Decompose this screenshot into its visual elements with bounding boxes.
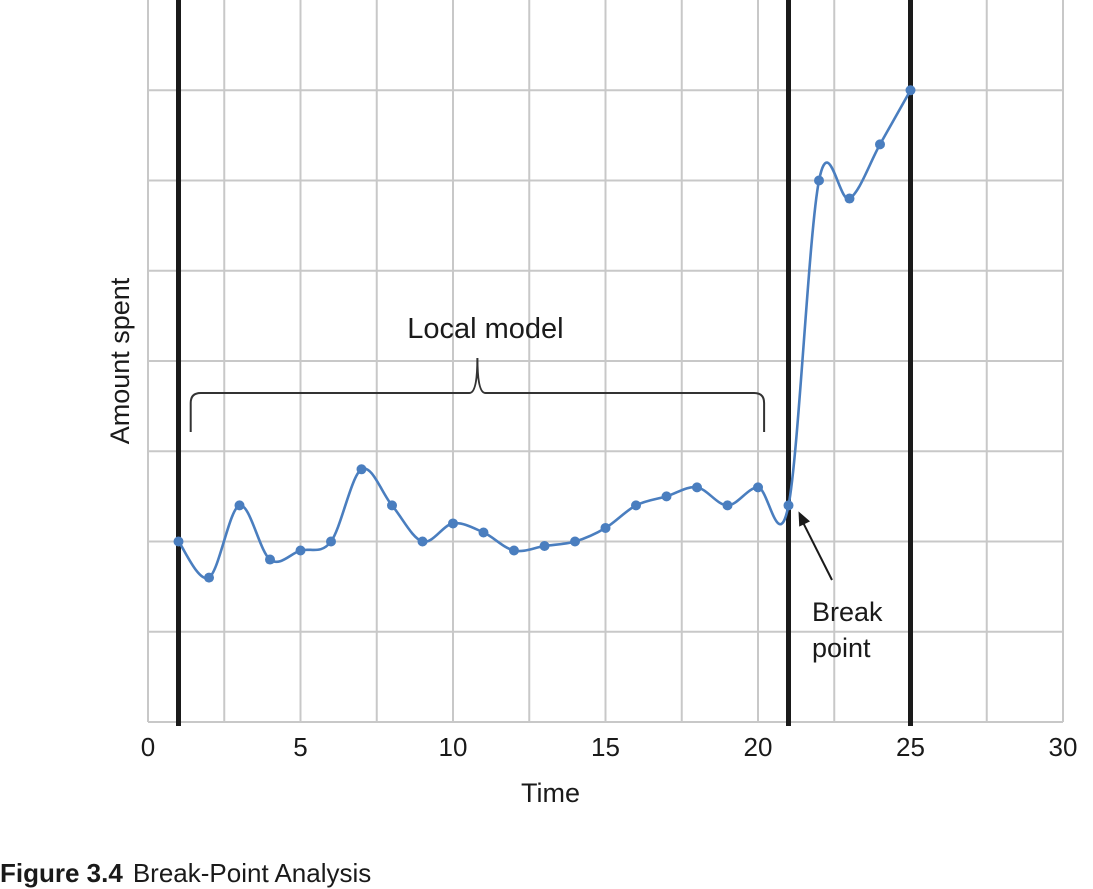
data-point xyxy=(173,536,184,547)
x-tick-label: 20 xyxy=(744,732,773,762)
data-point xyxy=(783,500,794,511)
x-tick-label: 15 xyxy=(591,732,620,762)
data-point xyxy=(265,554,275,565)
data-point xyxy=(570,536,580,547)
break-point-label-line1: Break xyxy=(812,597,883,627)
data-point xyxy=(905,85,916,96)
annotations: Local model Break point xyxy=(189,313,883,663)
data-point xyxy=(814,175,824,186)
data-point xyxy=(722,500,733,511)
figure-title: Break-Point Analysis xyxy=(132,858,372,888)
grid xyxy=(147,0,1064,723)
data-point xyxy=(234,500,245,511)
data-point xyxy=(753,482,763,493)
data-point xyxy=(478,527,489,538)
y-axis-label: Amount spent xyxy=(105,277,135,444)
data-point xyxy=(295,545,306,556)
data-point xyxy=(844,193,855,204)
data-point xyxy=(509,545,519,556)
data-point xyxy=(204,572,214,583)
vertical-lines xyxy=(176,0,913,726)
break-point-arrow xyxy=(801,520,833,581)
data-point xyxy=(631,500,641,511)
data-point xyxy=(600,522,611,533)
series xyxy=(173,85,916,583)
figure-number: Figure 3.4 xyxy=(0,858,123,888)
local-model-brace xyxy=(189,357,766,432)
x-tick-label: 5 xyxy=(293,732,307,762)
x-tick-label: 10 xyxy=(439,732,468,762)
data-point xyxy=(661,491,672,502)
break-point-label-line2: point xyxy=(812,633,871,663)
x-tick-label: 30 xyxy=(1049,732,1078,762)
x-tick-label: 25 xyxy=(896,732,925,762)
x-tick-labels: 0 5 10 15 20 25 30 xyxy=(141,732,1078,762)
figure-caption: Figure 3.4 Break-Point Analysis xyxy=(0,858,371,889)
data-point xyxy=(875,139,885,150)
data-point xyxy=(356,464,367,475)
data-point xyxy=(692,482,702,493)
data-point xyxy=(326,536,336,547)
data-point xyxy=(448,518,458,529)
x-tick-label: 0 xyxy=(141,732,155,762)
data-point xyxy=(539,541,550,552)
x-axis-label: Time xyxy=(521,778,580,808)
break-point-arrowhead xyxy=(798,511,811,527)
local-model-label: Local model xyxy=(407,313,563,345)
data-point xyxy=(387,500,397,511)
data-point xyxy=(417,536,428,547)
